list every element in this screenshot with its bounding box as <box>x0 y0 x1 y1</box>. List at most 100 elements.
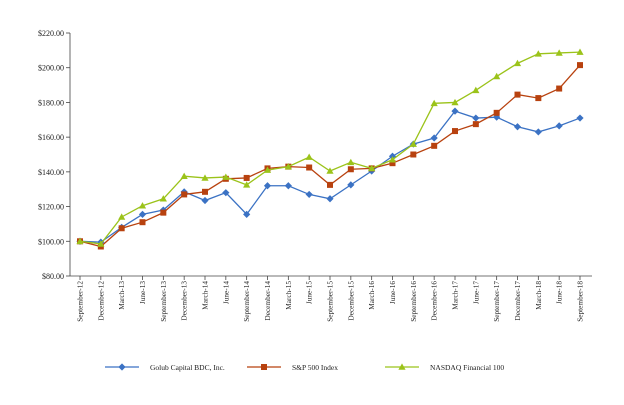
series-line-0 <box>79 110 581 243</box>
x-tick-label: March-14 <box>201 281 210 310</box>
x-tick-label: March-18 <box>534 281 543 310</box>
series-0-point <box>305 190 313 199</box>
y-tick-label: $180.00 <box>38 98 64 107</box>
x-tick-label: March-16 <box>367 281 376 310</box>
x-tick-label: June-16 <box>388 281 397 304</box>
series-0-point <box>576 114 584 122</box>
series-2-point <box>201 174 209 181</box>
series-1-point <box>181 191 188 198</box>
series-2-point <box>347 158 355 166</box>
series-2-point <box>76 237 84 245</box>
series-0-point <box>493 113 501 121</box>
series-1-point <box>472 121 479 128</box>
x-tick-label: June-18 <box>555 281 564 304</box>
x-tick-label: December-16 <box>430 281 439 321</box>
series-0-point <box>284 182 292 190</box>
series-2-point <box>97 240 105 247</box>
x-tick-label: December-13 <box>180 281 189 321</box>
series-1-point <box>160 209 167 216</box>
series-2-point <box>284 163 292 170</box>
series-1-point <box>452 128 458 135</box>
series-0-point <box>138 210 147 218</box>
series-1-point <box>347 166 354 173</box>
y-tick-label: $100.00 <box>38 237 64 246</box>
x-tick-label: March-15 <box>284 281 293 310</box>
series-2-point <box>263 166 272 173</box>
series-1-point <box>139 219 146 226</box>
series-0-point <box>451 107 459 115</box>
series-1-point <box>493 109 500 116</box>
x-tick-label: June-17 <box>471 281 480 304</box>
series-0-point <box>222 189 230 197</box>
x-tick-label: December-17 <box>513 281 522 321</box>
series-2-point <box>534 50 542 57</box>
series-0-point <box>263 182 272 190</box>
x-tick-label: September-14 <box>242 281 251 322</box>
legend-label-2: NASDAQ Financial 100 <box>430 363 504 372</box>
x-tick-label: September-15 <box>326 281 335 322</box>
series-0-point <box>243 210 251 218</box>
series-1-point <box>577 62 583 69</box>
y-tick-label: $160.00 <box>38 133 64 142</box>
series-2-point <box>326 167 334 174</box>
series-1-point <box>431 142 438 149</box>
x-tick-label: June-13 <box>138 281 147 304</box>
series-2-point <box>409 140 417 147</box>
x-tick-label: September-17 <box>492 281 501 322</box>
x-tick-label: September-18 <box>576 281 585 322</box>
series-2-point <box>138 202 147 209</box>
x-tick-label: March-13 <box>117 281 126 310</box>
series-0-point <box>347 181 355 189</box>
series-1-point <box>306 164 313 171</box>
y-tick-label: $80.00 <box>42 272 64 281</box>
series-1-point <box>389 160 396 167</box>
y-tick-label: $220.00 <box>38 29 64 38</box>
series-2-point <box>513 59 522 67</box>
x-tick-label: December-15 <box>346 281 355 321</box>
series-2-point <box>451 98 459 106</box>
legend-label-0: Golub Capital BDC, Inc. <box>150 363 225 372</box>
legend-marker-1 <box>261 364 267 370</box>
series-0-point <box>472 114 480 122</box>
x-tick-label: June-15 <box>305 281 314 304</box>
series-1-point <box>556 85 563 92</box>
y-tick-label: $120.00 <box>38 203 64 212</box>
series-1-point <box>514 91 521 98</box>
series-2-point <box>159 195 167 202</box>
x-tick-label: September-16 <box>409 281 418 322</box>
series-2-point <box>222 173 230 180</box>
series-1-point <box>327 181 333 188</box>
y-tick-label: $140.00 <box>38 168 64 177</box>
series-1-point <box>535 95 542 102</box>
series-1-point <box>243 174 250 181</box>
series-0-point <box>534 128 542 136</box>
x-tick-label: December-14 <box>263 281 272 321</box>
x-tick-label: December-12 <box>96 281 105 321</box>
series-0-point <box>555 122 563 130</box>
legend-marker-0 <box>118 363 126 371</box>
series-1-point <box>202 188 208 195</box>
series-2-point <box>368 164 376 172</box>
series-2-point <box>305 153 313 160</box>
series-2-point <box>388 156 397 163</box>
legend-marker-2 <box>398 363 406 370</box>
series-2-point <box>243 181 251 188</box>
series-2-point <box>576 48 584 55</box>
series-0-point <box>513 123 522 131</box>
x-tick-label: June-14 <box>221 281 230 304</box>
y-tick-label: $200.00 <box>38 64 64 73</box>
x-tick-label: September-12 <box>76 281 85 322</box>
series-2-point <box>493 72 501 80</box>
series-2-point <box>118 213 126 220</box>
series-2-point <box>555 49 563 56</box>
series-0-point <box>326 195 334 203</box>
series-0-point <box>430 134 438 142</box>
series-0-point <box>201 196 209 205</box>
legend-label-1: S&P 500 Index <box>292 363 338 372</box>
series-1-point <box>118 225 125 232</box>
series-2-point <box>430 99 438 107</box>
x-tick-label: March-17 <box>451 281 460 310</box>
series-2-point <box>180 172 188 179</box>
